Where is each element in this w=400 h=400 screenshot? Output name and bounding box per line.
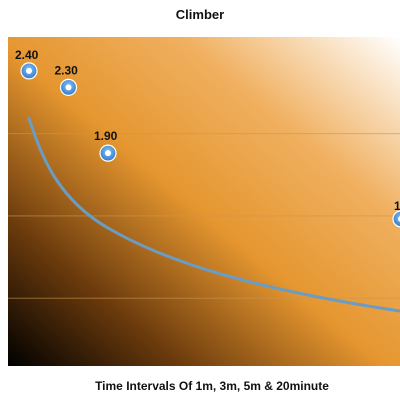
data-point: [20, 62, 38, 80]
data-point-center: [26, 67, 32, 74]
grid-lines: [8, 133, 400, 299]
data-point: [59, 78, 78, 96]
data-label: 2.30: [55, 63, 79, 77]
x-axis-label: Time Intervals Of 1m, 3m, 5m & 20minute: [95, 379, 329, 393]
data-labels: 2.40 2.30 1.90 1: [15, 48, 400, 213]
data-point: [99, 144, 117, 162]
data-point-center: [65, 84, 72, 91]
data-point-center: [105, 150, 111, 157]
data-label: 1.90: [94, 129, 118, 143]
chart-title: Climber: [176, 7, 224, 22]
data-label: 1: [394, 199, 400, 213]
trendline: [27, 116, 400, 313]
data-label: 2.40: [15, 48, 39, 62]
trendline-layer: [27, 116, 400, 313]
data-points: [20, 62, 400, 228]
data-point-marker: [392, 210, 400, 228]
